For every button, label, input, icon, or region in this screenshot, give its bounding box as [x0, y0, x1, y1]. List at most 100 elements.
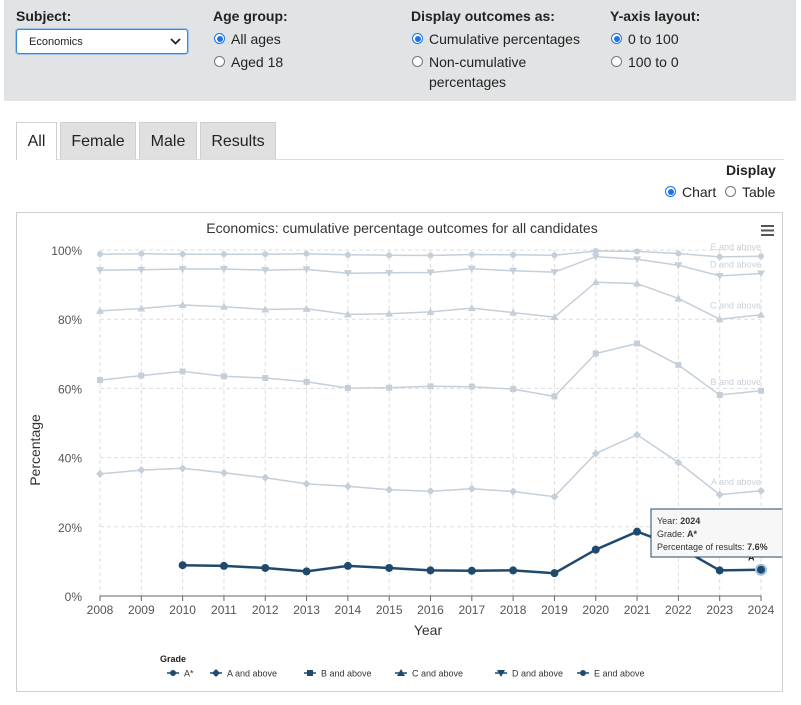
series-b-and-above — [97, 340, 764, 400]
data-point-d-and-above — [550, 269, 559, 277]
data-point-a-and-above — [302, 479, 311, 488]
radio-table[interactable]: Table — [725, 184, 775, 200]
data-point-c-and-above — [178, 301, 187, 309]
data-point-d-and-above — [261, 267, 270, 275]
x-tick-label: 2017 — [458, 603, 485, 617]
data-point-a-star — [467, 566, 476, 575]
radio-dot[interactable] — [412, 56, 423, 67]
legend: Grade A* A and above B and above C and abov… — [160, 654, 645, 679]
data-point-a-and-above — [715, 490, 724, 499]
data-point-c-and-above — [302, 304, 311, 312]
tooltip-year-label: Year: — [657, 516, 678, 526]
legend-label: A* — [184, 669, 194, 679]
data-point-a-and-above — [426, 487, 435, 496]
radio-100-to-0[interactable]: 100 to 0 — [611, 54, 679, 70]
data-point-b-and-above — [344, 385, 351, 392]
data-point-e-and-above — [344, 251, 351, 258]
chart-container: 0% 20% 40% 60% 80% 100% 2008 2009 2010 2011 2012 20… — [16, 212, 784, 692]
subject-select[interactable]: Economics — [16, 29, 188, 54]
data-point-a-and-above — [219, 468, 228, 477]
age-group-label: Age group: — [213, 8, 288, 24]
point-label-a-star: A* — [748, 553, 758, 563]
radio-dot-selected[interactable] — [214, 33, 225, 44]
data-point-a-and-above — [96, 469, 104, 478]
radio-0-to-100[interactable]: 0 to 100 — [611, 31, 679, 47]
data-point-c-and-above — [426, 307, 435, 315]
radio-dot[interactable] — [725, 186, 736, 197]
radio-dot-selected[interactable] — [412, 33, 423, 44]
x-tick-label: 2012 — [252, 603, 279, 617]
radio-dot[interactable] — [214, 56, 225, 67]
data-point-e-and-above — [634, 248, 641, 255]
data-point-b-and-above — [634, 340, 641, 347]
data-point-d-and-above — [96, 267, 104, 275]
x-tick-label: 2019 — [541, 603, 568, 617]
tab-female[interactable]: Female — [60, 122, 136, 159]
x-tick-label: 2008 — [87, 603, 114, 617]
radio-dot-selected[interactable] — [665, 186, 676, 197]
data-point-b-and-above — [303, 378, 310, 385]
radio-chart[interactable]: Chart — [665, 184, 716, 200]
data-point-c-and-above — [219, 302, 228, 310]
data-point-e-and-above — [468, 251, 475, 258]
x-tick-label: 2011 — [211, 603, 237, 617]
data-point-c-and-above — [261, 305, 270, 313]
tooltip-grade: Grade: A* — [657, 529, 698, 539]
series-end-label: E and above — [710, 242, 761, 252]
tab-all[interactable]: All — [16, 122, 57, 160]
radio-dot[interactable] — [611, 56, 622, 67]
legend-marker — [170, 670, 176, 676]
data-point-e-and-above — [97, 251, 103, 258]
data-point-b-and-above — [716, 391, 723, 398]
data-point-b-and-above — [220, 373, 227, 380]
data-point-a-and-above — [550, 492, 559, 501]
data-point-a-star — [509, 566, 518, 575]
x-tick-label: 2024 — [748, 603, 775, 617]
data-point-e-and-above — [592, 248, 599, 255]
tabs-divider — [16, 159, 784, 160]
radio-dot-selected[interactable] — [611, 33, 622, 44]
tooltip-percentage: Percentage of results: 7.6% — [657, 542, 768, 552]
data-point-a-and-above — [674, 458, 683, 467]
data-point-a-and-above — [633, 430, 642, 439]
tooltip-year-value: 2024 — [680, 516, 700, 526]
data-point-c-and-above — [509, 308, 518, 316]
data-point-c-and-above — [591, 278, 600, 286]
hamburger-menu-icon[interactable] — [761, 225, 774, 236]
menu-bar — [761, 225, 774, 227]
tooltip-grade-label: Grade: — [657, 529, 685, 539]
data-point-a-star — [591, 545, 600, 554]
data-point-a-star — [302, 567, 311, 576]
tooltip-pct-value: 7.6% — [747, 542, 768, 552]
tooltip-pct-label: Percentage of results: — [657, 542, 745, 552]
data-point-e-and-above — [675, 250, 682, 257]
radio-aged-18[interactable]: Aged 18 — [214, 54, 283, 70]
series-c-and-above — [96, 278, 765, 323]
tab-results[interactable]: Results — [200, 122, 276, 159]
data-point-d-and-above — [674, 262, 683, 270]
radio-non-cumulative-label: Non-cumulative percentages — [429, 52, 526, 92]
axes: 0% 20% 40% 60% 80% 100% 2008 2009 2010 2011 2012 20… — [51, 244, 774, 617]
legend-marker — [212, 669, 220, 677]
data-point-e-and-above — [716, 253, 723, 260]
series-d-and-above — [96, 253, 765, 280]
data-point-b-and-above — [675, 361, 682, 368]
radio-aged-18-label: Aged 18 — [231, 54, 284, 70]
tooltip-box — [650, 508, 784, 558]
x-tick-label: 2022 — [665, 603, 692, 617]
radio-cumulative-label: Cumulative percentages — [429, 31, 580, 47]
data-point-c-and-above — [467, 304, 476, 312]
data-point-e-and-above — [138, 250, 145, 257]
series-end-label: D and above — [710, 260, 761, 270]
x-tick-label: 2014 — [335, 603, 362, 617]
x-tick-label: 2016 — [417, 603, 444, 617]
display-outcomes-label: Display outcomes as: — [411, 8, 555, 24]
radio-non-cumulative[interactable]: Non-cumulative percentages — [412, 54, 526, 92]
tab-male[interactable]: Male — [139, 122, 197, 159]
data-point-d-and-above — [633, 256, 642, 264]
radio-all-ages[interactable]: All ages — [214, 31, 281, 47]
legend-label: A and above — [227, 669, 277, 679]
data-point-e-and-above — [758, 253, 764, 260]
radio-cumulative[interactable]: Cumulative percentages — [412, 31, 580, 47]
data-point-a-and-above — [757, 486, 765, 495]
